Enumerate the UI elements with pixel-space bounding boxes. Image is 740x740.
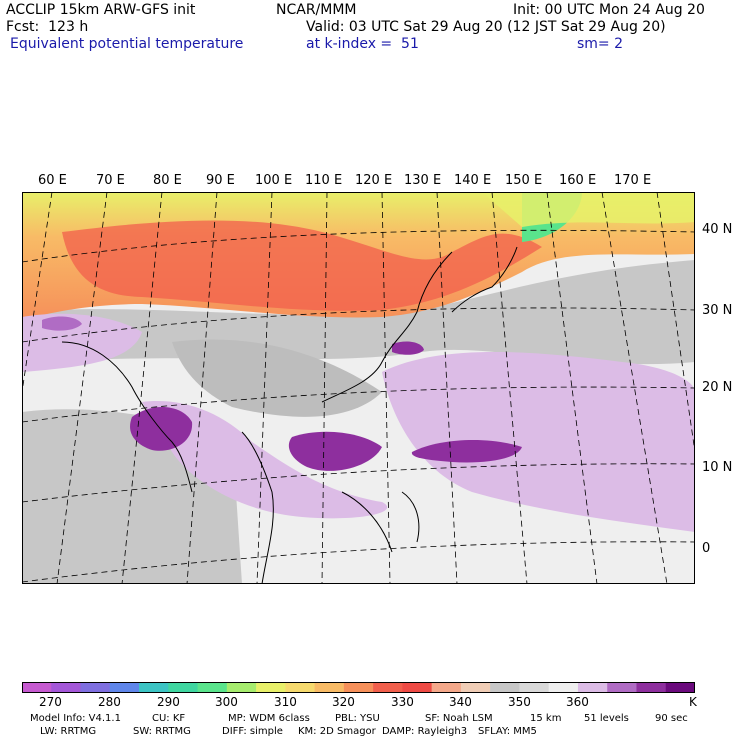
lat-label: 30 N (702, 303, 733, 318)
valid-time: Valid: 03 UTC Sat 29 Aug 20 (12 JST Sat … (306, 19, 666, 35)
colorbar-tick: 280 (98, 695, 121, 709)
theta-e-370-philippine-sea (411, 440, 522, 463)
lon-label: 160 E (559, 173, 597, 188)
colorbar-swatch (22, 682, 52, 693)
lon-label: 110 E (305, 173, 343, 188)
lat-label: 20 N (702, 380, 733, 395)
colorbar-tick: 300 (215, 695, 238, 709)
colorbar-swatch (168, 682, 199, 693)
colorbar-swatch (314, 682, 345, 693)
colorbar (22, 682, 695, 693)
colorbar-tick: 290 (157, 695, 180, 709)
colorbar-swatch (460, 682, 491, 693)
footer-levels: 51 levels (584, 713, 629, 724)
colorbar-swatch (343, 682, 374, 693)
footer-sw: SW: RRTMG (133, 726, 191, 737)
theta-e-365-arabia (42, 316, 82, 331)
theta-e-360-pacific (382, 352, 695, 532)
lon-label: 100 E (255, 173, 293, 188)
org-label: NCAR/MMM (276, 2, 357, 18)
lat-label: 40 N (702, 222, 733, 237)
variable-name: Equivalent potential temperature (10, 36, 244, 52)
colorbar-border (22, 682, 695, 693)
footer-timestep: 90 sec (655, 713, 688, 724)
colorbar-swatch (285, 682, 316, 693)
theta-e-310-north (482, 192, 695, 227)
graticule (22, 192, 695, 584)
lon-label: 170 E (614, 173, 652, 188)
colorbar-swatch (402, 682, 433, 693)
footer-sflay: SFLAY: MM5 (478, 726, 537, 737)
level-label: at k-index = 51 (306, 36, 419, 52)
colorbar-swatch (51, 682, 82, 693)
footer-model-info: Model Info: V4.1.1 (30, 713, 121, 724)
lon-label: 130 E (404, 173, 442, 188)
colorbar-swatch (197, 682, 228, 693)
theta-e-370-east-china (392, 341, 424, 355)
footer-damp: DAMP: Rayleigh3 (382, 726, 468, 737)
model-title: ACCLIP 15km ARW-GFS init (6, 2, 196, 18)
theta-e-350-band (22, 260, 695, 365)
lon-label: 90 E (206, 173, 235, 188)
footer-mp: MP: WDM 6class (228, 713, 310, 724)
colorbar-swatch (226, 682, 257, 693)
colorbar-swatch (373, 682, 403, 693)
theta-e-370-bay-of-bengal (130, 406, 193, 451)
colorbar-swatch (548, 682, 579, 693)
coastline-islands (341, 491, 420, 553)
lon-label: 70 E (96, 173, 125, 188)
footer-resolution: 15 km (530, 713, 562, 724)
theta-e-360-bay (142, 401, 388, 519)
colorbar-tick: 350 (508, 695, 531, 709)
theta-e-map (22, 192, 695, 584)
footer-cu: CU: KF (152, 713, 186, 724)
coastline (61, 246, 518, 584)
colorbar-swatch (636, 682, 667, 693)
forecast-hour: Fcst: 123 h (6, 19, 89, 35)
lon-label: 150 E (505, 173, 543, 188)
footer-diff: DIFF: simple (222, 726, 283, 737)
colorbar-swatch (607, 682, 637, 693)
init-time: Init: 00 UTC Mon 24 Aug 20 (513, 2, 705, 18)
lat-label: 10 N (702, 460, 733, 475)
colorbar-swatch (519, 682, 550, 693)
colorbar-swatch (490, 682, 520, 693)
colorbar-swatch (139, 682, 169, 693)
footer-sf: SF: Noah LSM (425, 713, 493, 724)
colorbar-tick: 340 (449, 695, 472, 709)
colorbar-tick: 360 (566, 695, 589, 709)
lon-label: 80 E (153, 173, 182, 188)
lon-label: 120 E (355, 173, 393, 188)
footer-lw: LW: RRTMG (40, 726, 97, 737)
lon-label: 140 E (454, 173, 492, 188)
colorbar-unit: K (689, 695, 697, 709)
colorbar-tick: 330 (391, 695, 414, 709)
footer-pbl: PBL: YSU (335, 713, 380, 724)
colorbar-swatch (577, 682, 608, 693)
map-border (22, 192, 695, 584)
colorbar-tick: 270 (39, 695, 62, 709)
colorbar-swatch (80, 682, 111, 693)
colorbar-swatch (256, 682, 286, 693)
colorbar-swatch (431, 682, 462, 693)
lon-label: 60 E (38, 173, 67, 188)
colorbar-tick: 310 (274, 695, 297, 709)
theta-e-370-south-china-sea (288, 431, 382, 471)
colorbar-swatch (665, 682, 695, 693)
footer-km: KM: 2D Smagor (298, 726, 376, 737)
lat-label: 0 (702, 541, 711, 556)
colorbar-tick: 320 (332, 695, 355, 709)
colorbar-swatch (109, 682, 140, 693)
smoothing-label: sm= 2 (577, 36, 624, 52)
tibet-grey (172, 339, 382, 417)
